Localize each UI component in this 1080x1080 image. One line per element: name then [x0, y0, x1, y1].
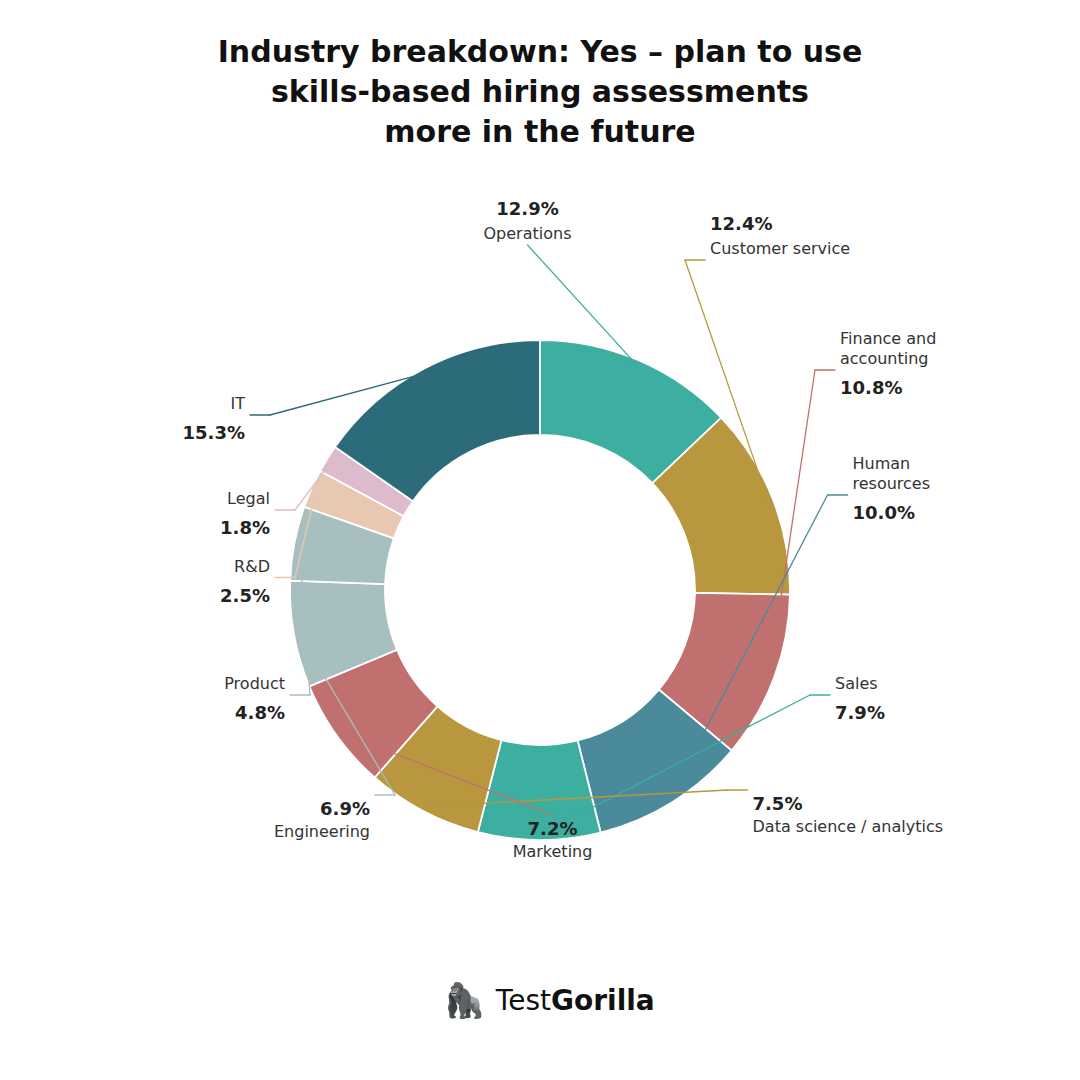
segment-label: Operations — [484, 224, 572, 243]
connector — [299, 544, 310, 695]
connector — [341, 733, 553, 815]
connector-tick — [815, 369, 835, 370]
connector — [685, 260, 768, 501]
connector-tick — [250, 414, 270, 415]
value-label: 6.9% — [320, 798, 370, 819]
connector — [769, 370, 815, 676]
connector-tick — [275, 509, 295, 510]
wedge — [335, 340, 540, 501]
connector-tick — [375, 794, 395, 795]
wedges — [290, 340, 790, 840]
logo-icon: 🦍 — [443, 980, 485, 1020]
value-label: 7.9% — [835, 702, 885, 723]
connector — [299, 634, 395, 795]
value-label: 7.5% — [753, 793, 803, 814]
chart: Industry breakdown: Yes – plan to useski… — [0, 0, 1080, 1080]
value-label: 4.8% — [235, 702, 285, 723]
segment-label: Engineering — [274, 822, 370, 841]
segment-label: Product — [224, 674, 285, 693]
segment-label: Legal — [227, 489, 270, 508]
logo: 🦍 TestGorilla — [443, 980, 655, 1020]
segment-label: Sales — [835, 674, 878, 693]
logo-text: Test — [495, 984, 551, 1017]
value-label: 7.2% — [528, 818, 578, 839]
logo-text: Gorilla — [551, 984, 655, 1017]
connector-tick — [728, 789, 748, 790]
value-label: 10.8% — [840, 377, 902, 398]
value-label: 1.8% — [220, 517, 270, 538]
value-label: 12.4% — [710, 213, 772, 234]
connector-tick — [290, 694, 310, 695]
value-label: 2.5% — [220, 585, 270, 606]
value-label: 10.0% — [853, 502, 915, 523]
wedge — [578, 690, 732, 833]
background — [0, 0, 1080, 1080]
connector — [425, 790, 727, 807]
connector — [295, 461, 332, 510]
connector-tick — [685, 259, 705, 260]
segment-label: IT — [231, 394, 246, 413]
wedge — [652, 418, 790, 595]
connector — [670, 495, 828, 798]
segment-label: Data science / analytics — [753, 817, 944, 836]
connector-tick — [828, 494, 848, 495]
segment-label: Finance andaccounting — [840, 329, 936, 368]
connector-tick — [275, 577, 295, 578]
segment-label: Marketing — [513, 842, 593, 861]
segment-label: Humanresources — [853, 454, 931, 493]
labels: 12.9% 12.4% 10.8% 10.0% 7.9% 7.5% 7.2% 6.9% 4.8%… — [183, 198, 915, 839]
segment-label: R&D — [234, 557, 270, 576]
connector — [295, 491, 316, 578]
value-label: 15.3% — [183, 422, 245, 443]
value-label: 12.9% — [496, 198, 558, 219]
connector-tick — [810, 694, 830, 695]
title: Industry breakdown: Yes – plan to useski… — [218, 34, 863, 149]
connector — [270, 373, 427, 415]
segment-label: Customer service — [710, 239, 850, 258]
connector — [539, 695, 810, 835]
connector — [528, 245, 637, 365]
